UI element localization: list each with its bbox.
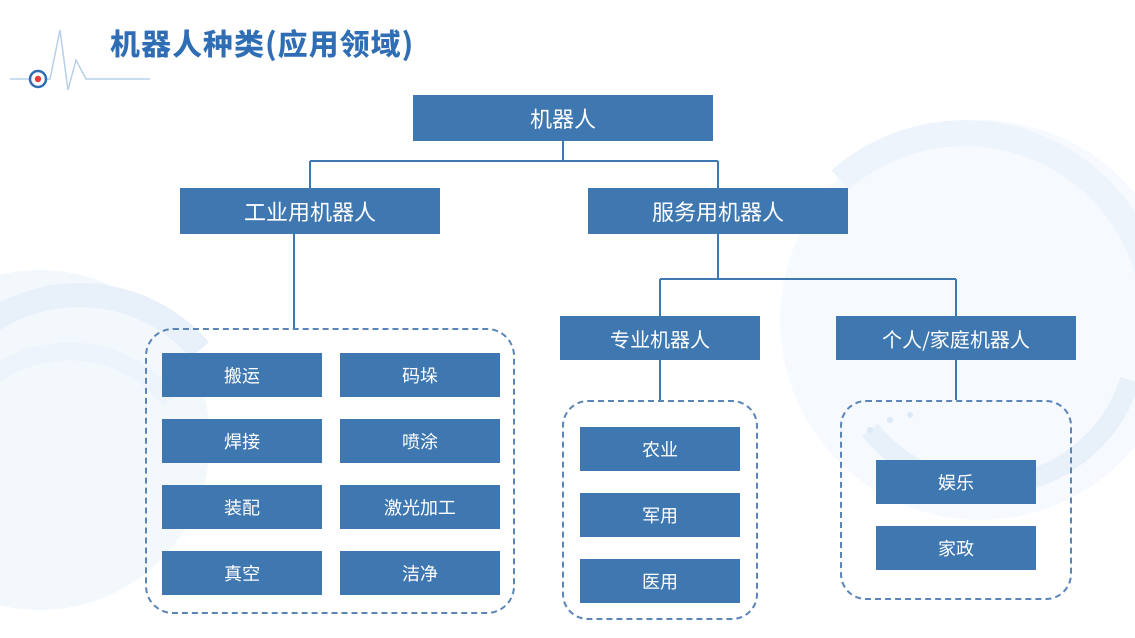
tree-node-ind_32: 激光加工 bbox=[340, 485, 500, 529]
connector bbox=[659, 279, 661, 316]
tree-node-svc: 服务用机器人 bbox=[588, 188, 848, 234]
tree-node-ind_31: 装配 bbox=[162, 485, 322, 529]
tree-node-ind_41: 真空 bbox=[162, 551, 322, 595]
connector bbox=[955, 360, 957, 400]
tree-node-home: 个人/家庭机器人 bbox=[836, 316, 1076, 360]
tree-node-home_2: 家政 bbox=[876, 526, 1036, 570]
tree-node-ind: 工业用机器人 bbox=[180, 188, 440, 234]
page-title: 机器人种类(应用领域) bbox=[110, 20, 414, 64]
tree-node-ind_21: 焊接 bbox=[162, 419, 322, 463]
connector bbox=[293, 234, 295, 328]
connector bbox=[717, 234, 719, 279]
connector bbox=[310, 160, 718, 162]
tree-node-ind_11: 搬运 bbox=[162, 353, 322, 397]
tree-node-root: 机器人 bbox=[413, 95, 713, 141]
connector bbox=[955, 279, 957, 316]
tree-node-pro_2: 军用 bbox=[580, 493, 740, 537]
diagram-stage: 机器人种类(应用领域) 机器人工业用机器人 服务用机器人专业机器人 个人/家庭机器人… bbox=[0, 0, 1135, 638]
connector bbox=[309, 161, 311, 188]
connector bbox=[660, 278, 956, 280]
connector bbox=[562, 141, 564, 161]
tree-node-ind_42: 洁净 bbox=[340, 551, 500, 595]
tree-node-pro: 专业机器人 bbox=[560, 316, 760, 360]
tree-node-ind_12: 码垛 bbox=[340, 353, 500, 397]
tree-node-pro_3: 医用 bbox=[580, 559, 740, 603]
tree-node-pro_1: 农业 bbox=[580, 427, 740, 471]
tree-node-home_1: 娱乐 bbox=[876, 460, 1036, 504]
connector bbox=[717, 161, 719, 188]
connector bbox=[659, 360, 661, 400]
tree-node-ind_22: 喷涂 bbox=[340, 419, 500, 463]
